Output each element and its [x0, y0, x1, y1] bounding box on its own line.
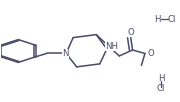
Text: O: O	[127, 28, 134, 37]
Text: NH: NH	[105, 42, 118, 51]
Text: Cl: Cl	[157, 84, 165, 93]
Text: H: H	[154, 15, 161, 24]
Text: N: N	[62, 49, 68, 58]
Text: H: H	[158, 74, 164, 83]
Text: Cl: Cl	[167, 15, 176, 24]
Text: O: O	[147, 49, 154, 58]
